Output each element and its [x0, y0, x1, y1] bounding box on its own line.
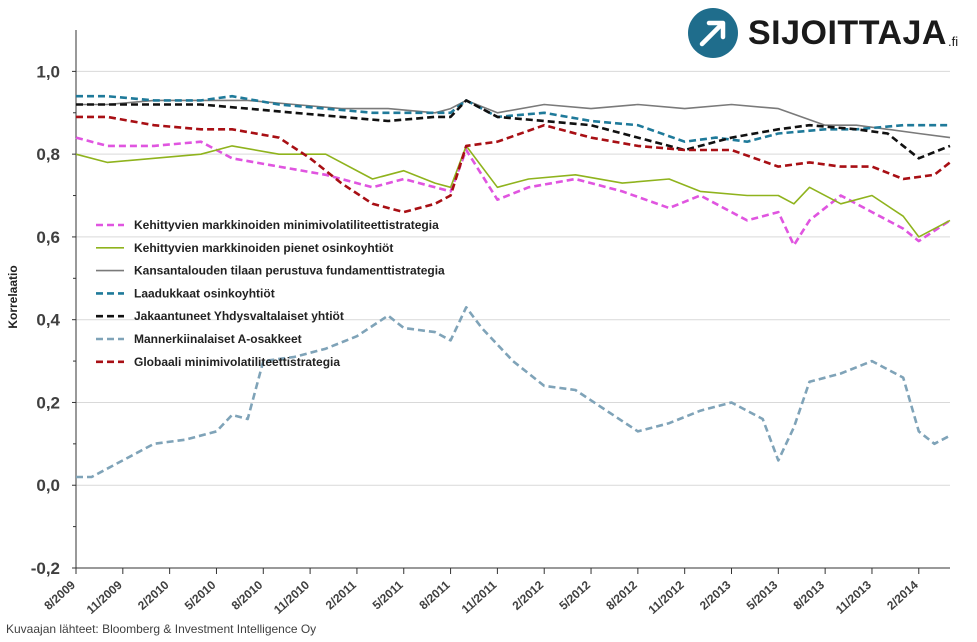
- x-tick-label: 8/2012: [603, 578, 640, 613]
- brand-logo: SIJOITTAJA .fi: [688, 8, 958, 58]
- brand-name: SIJOITTAJA: [748, 13, 947, 52]
- x-tick-label: 11/2010: [271, 578, 312, 617]
- y-tick-label: 1,0: [36, 62, 60, 81]
- x-tick-label: 2/2014: [884, 578, 921, 613]
- y-tick-label: 0,2: [36, 393, 60, 412]
- y-tick-label: 0,4: [36, 311, 60, 330]
- y-axis-label: Korrelaatio: [6, 265, 20, 328]
- series-line: [75, 145, 951, 238]
- brand-tld: .fi: [947, 33, 959, 49]
- series-line: [76, 99, 951, 160]
- x-tick-label: 8/2009: [41, 578, 78, 613]
- x-tick-label: 11/2012: [646, 578, 687, 617]
- legend-entry: Laadukkaat osinkoyhtiöt: [134, 286, 275, 300]
- x-tick-label: 5/2011: [370, 578, 406, 613]
- x-tick-label: 2/2011: [323, 578, 359, 613]
- series-line: [76, 305, 951, 479]
- series-lines: [75, 94, 951, 479]
- x-tick-label: 8/2013: [791, 578, 828, 613]
- legend-entry: Jakaantuneet Yhdysvaltalaiset yhtiöt: [134, 309, 344, 323]
- y-tick-label: 0,0: [36, 476, 60, 495]
- x-tick-label: 5/2010: [182, 578, 219, 613]
- series-line: [76, 115, 951, 214]
- x-tick-label: 5/2013: [744, 578, 781, 613]
- y-tick-label: 0,8: [36, 145, 60, 164]
- y-ticks: -0,2 0,0 0,2 0,4 0,6 0,8 1,0: [31, 62, 76, 578]
- x-tick-label: 2/2010: [135, 578, 172, 613]
- arrow-logo-icon: [688, 8, 738, 58]
- legend: Kehittyvien markkinoiden minimivolatilit…: [96, 218, 445, 369]
- legend-entry: Mannerkiinalaiset A-osakkeet: [134, 332, 302, 346]
- x-tick-label: 8/2011: [416, 578, 452, 613]
- x-ticks: 8/2009 11/2009 2/2010 5/2010 8/2010 11/2010 2/…: [41, 568, 921, 617]
- series-line: [75, 136, 951, 247]
- y-tick-label: -0,2: [31, 559, 60, 578]
- source-note: Kuvaajan lähteet: Bloomberg & Investment…: [6, 622, 317, 636]
- legend-entry: Kansantalouden tilaan perustuva fundamen…: [134, 264, 445, 278]
- x-tick-label: 5/2012: [556, 578, 593, 613]
- gridlines: [76, 70, 950, 569]
- x-tick-label: 11/2009: [84, 578, 125, 617]
- legend-entry: Kehittyvien markkinoiden pienet osinkoyh…: [134, 241, 393, 255]
- x-tick-label: 11/2013: [833, 578, 874, 617]
- x-tick-label: 11/2011: [459, 578, 500, 617]
- x-tick-label: 2/2012: [510, 578, 547, 613]
- x-tick-label: 8/2010: [229, 578, 266, 613]
- legend-entry: Kehittyvien markkinoiden minimivolatilit…: [134, 218, 439, 232]
- x-tick-label: 2/2013: [697, 578, 734, 613]
- series-line: [76, 99, 951, 139]
- y-tick-label: 0,6: [36, 228, 60, 247]
- legend-entry: Globaali minimivolatiliteettistrategia: [134, 355, 340, 369]
- series-line: [76, 94, 950, 143]
